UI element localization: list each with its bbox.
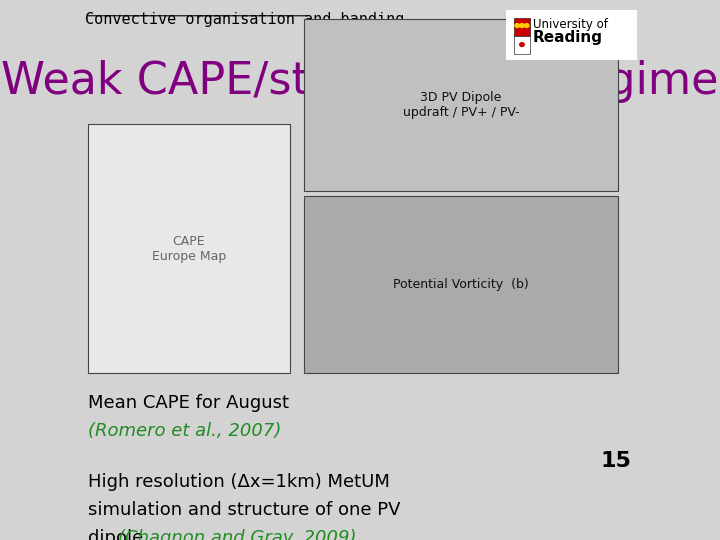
Text: Weak CAPE/strong shear regime: Weak CAPE/strong shear regime bbox=[1, 60, 719, 103]
Text: 3D PV Dipole
updraft / PV+ / PV-: 3D PV Dipole updraft / PV+ / PV- bbox=[402, 91, 519, 119]
Circle shape bbox=[515, 24, 520, 28]
Circle shape bbox=[520, 24, 524, 28]
Text: dipole: dipole bbox=[88, 529, 149, 540]
Text: High resolution (Δx=1km) MetUM: High resolution (Δx=1km) MetUM bbox=[88, 473, 390, 491]
Text: 15: 15 bbox=[601, 451, 632, 471]
Text: (Chagnon and Gray, 2009): (Chagnon and Gray, 2009) bbox=[118, 529, 357, 540]
Text: Potential Vorticity  (b): Potential Vorticity (b) bbox=[393, 278, 528, 291]
Bar bbox=[88, 124, 290, 373]
Text: (Romero et al., 2007): (Romero et al., 2007) bbox=[88, 422, 282, 440]
Bar bbox=[514, 36, 530, 53]
Text: Mean CAPE for August: Mean CAPE for August bbox=[88, 394, 289, 412]
Circle shape bbox=[520, 43, 524, 46]
Text: simulation and structure of one PV: simulation and structure of one PV bbox=[88, 501, 400, 519]
FancyBboxPatch shape bbox=[505, 10, 637, 60]
Bar bbox=[514, 18, 530, 36]
Bar bbox=[304, 19, 618, 191]
Text: CAPE
Europe Map: CAPE Europe Map bbox=[152, 234, 226, 262]
Text: University of: University of bbox=[533, 18, 608, 31]
Circle shape bbox=[524, 24, 529, 28]
Text: Convective organisation and banding: Convective organisation and banding bbox=[86, 12, 405, 27]
Text: Reading: Reading bbox=[533, 30, 603, 45]
Bar bbox=[304, 196, 618, 373]
